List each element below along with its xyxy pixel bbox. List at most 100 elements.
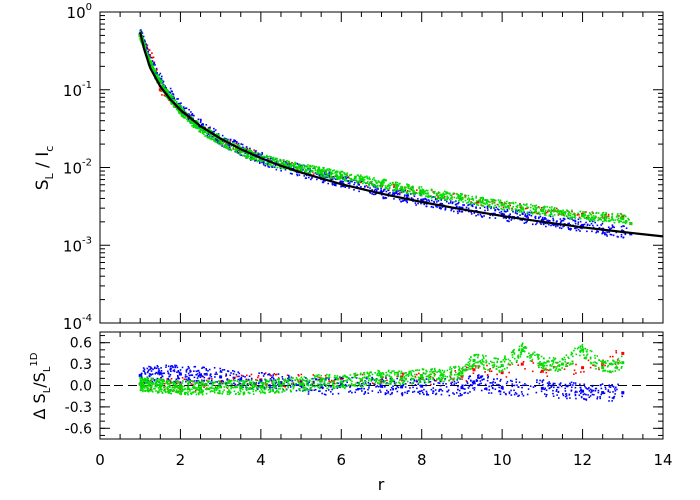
bottom-data-point-dense xyxy=(157,365,159,368)
bottom-data-point-dense xyxy=(195,379,198,382)
top-data-point-dense xyxy=(623,214,626,217)
bottom-data-point-dense xyxy=(349,390,352,392)
bottom-data-point-dense xyxy=(488,389,491,391)
top-data-point-dense xyxy=(322,166,324,169)
top-data-point-dense xyxy=(340,185,342,188)
top-data-point-dense xyxy=(325,171,327,173)
top-data-point-dense xyxy=(297,169,299,172)
top-data-point-dense xyxy=(317,170,319,172)
top-data-point-dense xyxy=(450,196,453,199)
top-data-point-dense xyxy=(423,203,426,206)
bottom-data-point-dense xyxy=(425,384,427,386)
bottom-data-point-dense xyxy=(421,389,423,392)
top-data-point-dense xyxy=(445,199,447,202)
top-data-point-dense xyxy=(479,198,482,201)
bottom-data-point-dense xyxy=(505,376,508,378)
bottom-data-point-dense xyxy=(360,387,362,390)
top-data-point-dense xyxy=(308,167,311,169)
bottom-data-point-dense xyxy=(479,380,482,382)
top-data-point-dense xyxy=(397,192,400,195)
top-data-point-dense xyxy=(325,172,328,175)
bottom-data-point-dense xyxy=(189,369,191,372)
bottom-data-point-dense xyxy=(481,375,484,377)
bottom-data-point-dense xyxy=(479,376,482,379)
top-data-point-dense xyxy=(500,208,502,210)
bottom-data-point-dense xyxy=(526,393,529,396)
top-data-point-dense xyxy=(335,184,337,187)
top-data-point-dense xyxy=(445,200,448,203)
top-data-point-dense xyxy=(342,176,345,179)
top-data-point-dense xyxy=(272,164,274,167)
bottom-data-point-dense xyxy=(150,367,152,369)
top-data-point-dense xyxy=(629,221,632,224)
bottom-data-point-dense xyxy=(407,374,410,376)
top-data-point-dense xyxy=(608,227,611,230)
top-data-point-dense xyxy=(607,213,610,216)
top-data-point-dense xyxy=(348,180,351,182)
top-data-point-dense xyxy=(401,188,403,191)
bottom-data-point-dense xyxy=(428,376,430,378)
bottom-data-point-dense xyxy=(583,398,585,400)
bottom-data-point-dense xyxy=(197,375,200,377)
top-data-point-dense xyxy=(229,147,232,150)
top-data-point-dense xyxy=(577,212,580,215)
top-data-point-dense xyxy=(244,155,247,158)
bottom-data-point-dense xyxy=(559,382,562,384)
top-data-point-dense xyxy=(530,211,533,214)
bottom-data-point-dense xyxy=(222,380,224,383)
top-data-point-dense xyxy=(254,160,256,162)
top-data-point-dense xyxy=(588,224,591,227)
bottom-data-point-dense xyxy=(600,393,603,396)
top-data-point-dense xyxy=(384,196,386,199)
top-data-point-dense xyxy=(396,193,399,196)
top-data-point-dense xyxy=(452,192,455,195)
top-data-point-dense xyxy=(557,225,559,227)
top-data-point-dense xyxy=(271,160,274,163)
bottom-data-point-dense xyxy=(412,386,414,389)
bottom-data-point-dense xyxy=(485,361,488,363)
bottom-data-point-dense xyxy=(587,394,589,396)
top-data-point-dense xyxy=(196,127,199,129)
top-data-point-dense xyxy=(437,196,439,198)
bottom-data-point-dense xyxy=(615,351,618,354)
bottom-data-point-dense xyxy=(382,379,385,382)
bottom-data-point-dense xyxy=(149,368,151,371)
top-data-point-dense xyxy=(457,202,459,205)
top-data-point-dense xyxy=(215,140,218,143)
bottom-data-point xyxy=(621,361,625,365)
bottom-data-point-dense xyxy=(404,383,407,385)
top-data-point-dense xyxy=(351,180,353,183)
top-data-point-dense xyxy=(391,193,394,196)
top-ylabel-sub2: c xyxy=(43,146,56,152)
bottom-data-point-dense xyxy=(331,388,333,391)
bottom-data-point-dense xyxy=(268,373,271,376)
bottom-data-point-dense xyxy=(496,373,498,376)
bottom-data-point xyxy=(178,372,182,376)
top-data-point-dense xyxy=(221,140,224,143)
top-data-point-dense xyxy=(213,130,216,133)
bottom-data-point-dense xyxy=(187,365,190,368)
top-data-point-dense xyxy=(314,167,316,169)
top-data-point-dense xyxy=(394,186,397,188)
bottom-data-point-dense xyxy=(228,391,230,394)
top-data-point-dense xyxy=(226,147,229,150)
bottom-data-point xyxy=(540,362,544,366)
bottom-data-point-dense xyxy=(391,392,393,395)
top-data-point-dense xyxy=(549,219,551,222)
top-data-point-dense xyxy=(529,209,532,212)
top-data-point-dense xyxy=(249,151,252,153)
top-data-point-dense xyxy=(624,221,627,224)
top-data-point-dense xyxy=(167,93,169,96)
top-data-point-dense xyxy=(285,162,287,165)
bottom-data-point-dense xyxy=(574,386,577,389)
top-data-point-dense xyxy=(263,163,266,165)
top-data-point-dense xyxy=(451,198,453,200)
top-data-point-dense xyxy=(225,145,228,148)
top-data-point-dense xyxy=(338,171,341,174)
bottom-data-point-dense xyxy=(565,393,568,395)
top-data-point-dense xyxy=(434,196,436,198)
bottom-data-point-dense xyxy=(364,392,366,394)
bottom-data-point-dense xyxy=(367,388,369,391)
bottom-data-point-dense xyxy=(183,378,186,381)
top-data-point-dense xyxy=(250,150,253,153)
